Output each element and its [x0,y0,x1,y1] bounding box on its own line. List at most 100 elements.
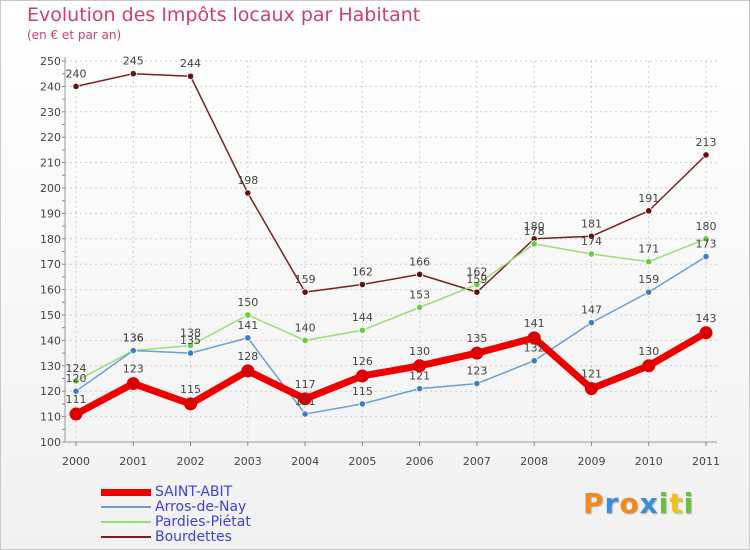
data-label-1: 111 [295,395,316,408]
data-point-1 [129,346,137,355]
data-point-2 [301,336,309,344]
legend-label: Bourdettes [155,529,232,545]
data-label-0: 135 [466,332,487,345]
data-point-2 [244,311,252,319]
data-label-3: 162 [352,266,373,279]
x-tick-label: 2004 [291,455,319,468]
data-point-0 [470,346,484,360]
data-label-0: 126 [352,355,373,368]
y-tick-label: 170 [40,258,61,271]
y-tick-label: 190 [40,207,61,220]
data-label-2: 171 [638,243,659,256]
series-line-2 [75,238,707,382]
data-point-1 [530,357,538,365]
y-tick-label: 140 [40,334,61,347]
data-label-2: 180 [696,220,717,233]
data-label-1: 115 [352,385,373,398]
data-label-1: 173 [696,238,717,251]
y-tick-label: 160 [40,284,61,297]
data-label-3: 159 [295,273,316,286]
y-tick-label: 150 [40,309,61,322]
data-label-3: 191 [638,192,659,205]
data-point-3 [587,232,596,240]
data-label-0: 111 [66,393,87,406]
logo-letter: i [683,487,695,520]
x-tick-label: 2009 [577,455,605,468]
data-point-1 [72,387,80,395]
x-tick-label: 2011 [692,455,720,468]
logo-letter: r [604,487,620,520]
data-label-1: 141 [237,319,258,332]
data-label-0: 128 [237,350,258,363]
data-point-3 [244,189,252,197]
data-point-3 [645,207,653,215]
legend-label: SAINT-ABIT [155,484,233,500]
data-point-0 [298,392,312,406]
data-label-2: 124 [66,362,87,375]
data-label-3: 213 [696,136,717,149]
data-point-1 [358,400,366,408]
data-label-3: 244 [180,57,201,70]
data-label-0: 115 [180,383,201,396]
data-point-0 [69,407,83,421]
data-label-0: 121 [581,368,602,381]
data-point-0 [355,369,369,383]
data-label-1: 147 [581,304,602,317]
x-tick-label: 2007 [463,455,491,468]
data-point-2 [72,377,80,385]
y-tick-label: 180 [40,233,61,246]
chart-subtitle: (en € et par an) [27,28,122,42]
y-tick-label: 110 [40,411,61,424]
data-label-1: 121 [409,370,430,383]
x-tick-label: 2010 [635,455,663,468]
data-point-1 [645,288,653,296]
data-point-3 [129,70,137,78]
series-line-1 [75,255,707,415]
x-tick-label: 2001 [119,455,147,468]
data-point-1 [473,379,481,388]
legend-swatch [101,521,151,523]
data-point-0 [642,359,656,373]
y-tick-label: 130 [40,360,61,373]
legend-label: Pardies-Piétat [155,514,251,530]
y-tick-label: 220 [40,131,61,144]
data-label-2: 140 [295,321,316,334]
y-tick-label: 240 [40,80,61,93]
data-label-3: 245 [123,55,144,68]
data-point-0 [241,364,255,378]
data-label-2: 144 [352,311,373,324]
data-point-1 [244,334,252,342]
proxiti-logo: Proxiti [583,487,694,520]
data-point-2 [358,326,366,334]
data-point-2 [702,235,710,243]
data-point-2 [587,250,596,258]
data-point-1 [301,410,309,418]
data-label-3: 180 [524,220,545,233]
data-label-1: 135 [180,334,201,347]
data-point-3 [416,270,424,278]
data-point-2 [473,280,481,289]
y-tick-label: 210 [40,157,61,170]
data-point-1 [702,252,710,261]
data-point-3 [702,151,710,159]
data-label-2: 136 [123,332,144,345]
data-label-3: 166 [409,255,430,268]
data-label-1: 159 [638,273,659,286]
y-tick-label: 200 [40,182,61,195]
x-tick-label: 2003 [234,455,262,468]
data-label-0: 130 [638,345,659,358]
data-label-3: 240 [66,67,87,80]
data-point-2 [530,240,538,248]
data-label-3: 181 [581,217,602,230]
data-point-3 [186,72,195,80]
x-tick-label: 2005 [348,455,376,468]
data-label-1: 132 [524,342,545,355]
y-tick-label: 100 [40,436,61,449]
x-tick-label: 2006 [406,455,434,468]
data-label-0: 123 [123,363,144,376]
y-tick-label: 120 [40,385,61,398]
legend-swatch [101,536,151,538]
data-point-0 [584,382,598,396]
data-point-3 [301,288,309,296]
data-label-1: 120 [66,372,87,385]
